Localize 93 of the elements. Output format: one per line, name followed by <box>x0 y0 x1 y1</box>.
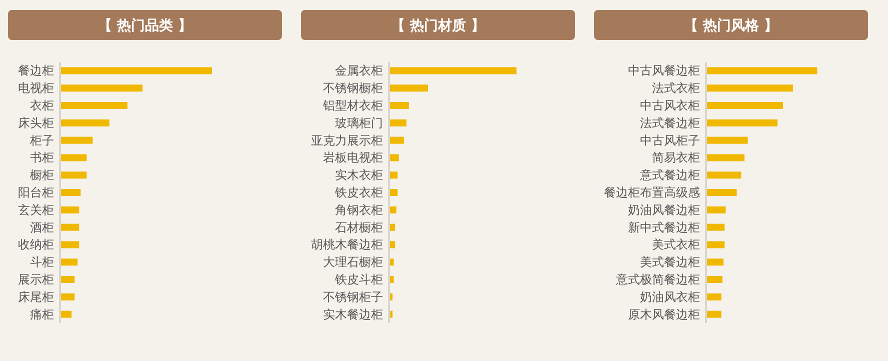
y-tick-label: 石材橱柜 <box>335 220 383 234</box>
y-tick-label: 胡桃木餐边柜 <box>311 238 383 252</box>
y-tick-label: 中古风餐边柜 <box>628 64 700 78</box>
y-tick-label: 不锈钢柜子 <box>323 290 383 304</box>
y-tick-label: 中古风衣柜 <box>640 98 700 112</box>
y-tick-label: 奶油风餐边柜 <box>628 202 700 217</box>
y-tick-label: 不锈钢橱柜 <box>323 81 383 96</box>
y-tick-label: 展示柜 <box>18 272 54 286</box>
bar <box>390 136 404 144</box>
bar <box>61 102 128 109</box>
bar <box>390 189 398 196</box>
y-tick-label: 收纳柜 <box>18 238 54 252</box>
y-tick-label: 痛柜 <box>30 307 54 322</box>
bar <box>390 258 394 266</box>
y-tick-label: 法式衣柜 <box>652 81 700 96</box>
bar <box>61 67 212 74</box>
y-tick-label: 新中式餐边柜 <box>628 220 700 234</box>
bar <box>390 241 396 248</box>
y-tick-label: 铁皮斗柜 <box>334 272 383 286</box>
bar <box>707 224 725 231</box>
bar <box>390 102 409 109</box>
bar <box>61 84 143 92</box>
chart-title: 【 热门风格 】 <box>684 17 778 34</box>
y-tick-label: 亚克力展示柜 <box>311 133 383 148</box>
bar <box>707 172 742 179</box>
y-tick-label: 岩板电视柜 <box>323 150 383 165</box>
bar <box>390 119 406 126</box>
bar <box>390 293 393 300</box>
bar <box>61 310 72 318</box>
y-tick-label: 餐边柜 <box>18 64 54 78</box>
bar <box>390 172 398 179</box>
y-tick-label: 铝型材衣柜 <box>322 98 383 112</box>
bar <box>61 189 81 196</box>
bar <box>61 172 87 179</box>
bar <box>707 102 784 109</box>
y-tick-label: 餐边柜布置高级感 <box>604 186 700 200</box>
bar <box>61 258 78 266</box>
y-tick-label: 床尾柜 <box>18 290 54 304</box>
y-tick-label: 酒柜 <box>30 220 54 234</box>
y-tick-label: 橱柜 <box>30 168 54 182</box>
y-tick-label: 大理石橱柜 <box>323 255 383 270</box>
y-tick-label: 中古风柜子 <box>640 133 700 148</box>
y-tick-label: 书柜 <box>30 150 54 165</box>
y-tick-label: 原木风餐边柜 <box>628 307 700 322</box>
y-tick-label: 阳台柜 <box>18 186 54 200</box>
bar <box>707 310 722 318</box>
y-tick-label: 电视柜 <box>18 81 54 96</box>
bar <box>61 276 75 283</box>
bar <box>390 84 428 92</box>
y-tick-label: 柜子 <box>29 133 54 148</box>
y-tick-label: 奶油风衣柜 <box>640 290 700 304</box>
bar <box>61 154 87 162</box>
bar <box>61 241 80 248</box>
bar <box>61 206 80 214</box>
bar <box>61 136 93 144</box>
bar <box>707 84 793 92</box>
y-tick-label: 美式衣柜 <box>652 238 700 252</box>
y-tick-label: 金属衣柜 <box>335 64 383 78</box>
y-tick-label: 意式餐边柜 <box>639 168 700 182</box>
bar <box>61 224 80 231</box>
y-tick-label: 法式餐边柜 <box>640 116 700 130</box>
y-tick-label: 意式极简餐边柜 <box>615 272 700 286</box>
y-tick-label: 玄关柜 <box>18 202 54 217</box>
y-tick-label: 斗柜 <box>30 255 54 270</box>
y-tick-label: 衣柜 <box>30 98 54 112</box>
chart-title: 【 热门材质 】 <box>391 17 485 34</box>
y-tick-label: 实木衣柜 <box>335 168 383 182</box>
bar <box>61 119 110 126</box>
bar <box>707 293 722 300</box>
bar <box>707 189 737 196</box>
bar <box>390 67 516 74</box>
bar <box>707 206 726 214</box>
bar <box>707 136 748 144</box>
y-tick-label: 角钢衣柜 <box>335 202 383 217</box>
bar <box>707 241 725 248</box>
chart-title: 【 热门品类 】 <box>98 17 192 34</box>
y-tick-label: 玻璃柜门 <box>335 116 383 130</box>
bar <box>707 67 818 74</box>
bar <box>707 154 744 162</box>
bar <box>390 310 393 318</box>
bar <box>707 258 724 266</box>
bar <box>390 276 394 283</box>
y-tick-label: 简易衣柜 <box>652 150 700 165</box>
y-tick-label: 床头柜 <box>18 116 54 130</box>
y-tick-label: 美式餐边柜 <box>640 255 700 270</box>
bar <box>707 276 722 283</box>
y-tick-label: 实木餐边柜 <box>323 307 383 322</box>
bar <box>390 154 399 162</box>
bar <box>390 206 396 214</box>
bar <box>707 119 778 126</box>
bar <box>61 293 75 300</box>
y-tick-label: 铁皮衣柜 <box>334 186 383 200</box>
bar <box>390 224 396 231</box>
